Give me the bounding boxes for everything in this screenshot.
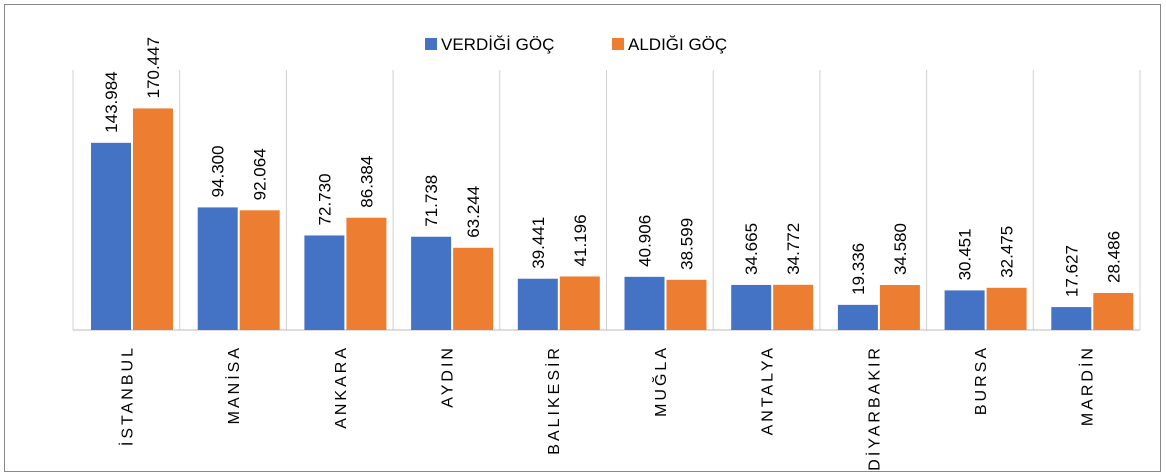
bar xyxy=(773,284,814,330)
bar xyxy=(666,279,707,330)
legend-swatch xyxy=(425,38,437,50)
bar xyxy=(517,278,558,330)
data-label: 41.196 xyxy=(571,214,590,266)
data-label: 38.599 xyxy=(678,218,697,270)
bar xyxy=(624,276,665,330)
bar xyxy=(133,108,173,330)
bar xyxy=(944,290,985,330)
bar xyxy=(91,142,131,330)
bar xyxy=(731,284,772,330)
x-tick-label: BALIKESİR xyxy=(544,345,563,455)
data-label: 28.486 xyxy=(1104,231,1123,283)
data-label: 34.772 xyxy=(784,223,803,275)
data-label: 30.451 xyxy=(956,228,975,280)
data-label: 71.738 xyxy=(422,175,441,227)
data-label: 86.384 xyxy=(357,156,376,208)
data-label: 170.447 xyxy=(144,37,163,98)
data-label: 17.627 xyxy=(1062,245,1081,297)
x-tick-label: İSTANBUL xyxy=(117,345,136,446)
x-tick-label: DİYARBAKIR xyxy=(864,345,883,471)
bar xyxy=(411,236,452,330)
data-label: 72.730 xyxy=(315,173,334,225)
data-label: 34.580 xyxy=(891,223,910,275)
data-label: 19.336 xyxy=(849,243,868,295)
legend-swatch xyxy=(612,38,624,50)
bar xyxy=(453,247,494,330)
bar xyxy=(837,304,878,330)
data-label: 39.441 xyxy=(529,217,548,269)
bar xyxy=(304,235,345,330)
data-label: 40.906 xyxy=(636,215,655,267)
data-label: 94.300 xyxy=(209,145,228,197)
bar xyxy=(346,217,387,330)
bar xyxy=(197,207,238,330)
x-tick-label: AYDIN xyxy=(439,345,456,408)
bar xyxy=(986,287,1027,330)
data-label: 92.064 xyxy=(251,148,270,200)
data-label: 34.665 xyxy=(742,223,761,275)
bar xyxy=(239,210,280,330)
x-tick-label: MUĞLA xyxy=(651,345,670,417)
x-tick-label: MARDİN xyxy=(1078,345,1097,426)
x-tick-label: ANTALYA xyxy=(760,345,777,435)
x-tick-label: ANKARA xyxy=(333,345,350,429)
data-label: 143.984 xyxy=(102,71,121,132)
chart-frame xyxy=(4,4,1161,472)
legend-label: ALDIĞI GÖÇ xyxy=(628,35,727,54)
legend-label: VERDİĞİ GÖÇ xyxy=(441,35,554,54)
bar xyxy=(1051,307,1092,330)
x-tick-label: MANİSA xyxy=(224,345,243,424)
bar xyxy=(879,285,920,330)
data-label: 32.475 xyxy=(998,226,1017,278)
bar xyxy=(1093,292,1134,330)
data-label: 63.244 xyxy=(464,186,483,238)
x-tick-label: BURSA xyxy=(973,345,990,415)
bar xyxy=(559,276,600,330)
